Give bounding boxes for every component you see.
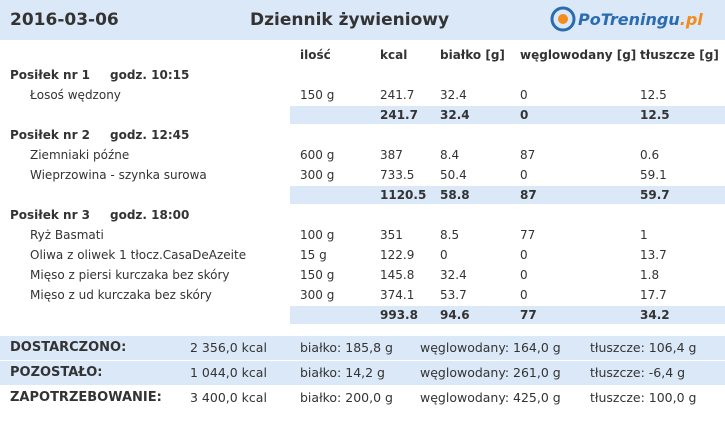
meal-total: 241.7 bbox=[380, 108, 418, 122]
food-value: 0 bbox=[520, 248, 528, 262]
meal-total: 12.5 bbox=[640, 108, 670, 122]
food-value: 351 bbox=[380, 228, 403, 242]
summary-value: 3 400,0 kcal bbox=[190, 390, 267, 405]
food-value: 17.7 bbox=[640, 288, 667, 302]
totals-band bbox=[290, 106, 725, 124]
summary-label: DOSTARCZONO: bbox=[10, 340, 127, 355]
food-value: 1 bbox=[640, 228, 648, 242]
header-band bbox=[0, 0, 725, 40]
food-value: 0 bbox=[440, 248, 448, 262]
summary-value: węglowodany: 164,0 g bbox=[420, 340, 561, 355]
column-header: białko [g] bbox=[440, 48, 505, 62]
summary-value: węglowodany: 261,0 g bbox=[420, 365, 561, 380]
food-value: 600 g bbox=[300, 148, 335, 162]
logo: PoTreningu.pl bbox=[578, 9, 703, 31]
food-value: 8.4 bbox=[440, 148, 460, 162]
summary-value: białko: 14,2 g bbox=[300, 365, 385, 380]
food-value: 53.7 bbox=[440, 288, 467, 302]
summary-value: białko: 200,0 g bbox=[300, 390, 393, 405]
summary-value: węglowodany: 425,0 g bbox=[420, 390, 561, 405]
food-value: 0 bbox=[520, 268, 528, 282]
food-value: 387 bbox=[380, 148, 403, 162]
food-name: Ziemniaki późne bbox=[30, 148, 130, 162]
food-value: 300 g bbox=[300, 288, 335, 302]
title: Dziennik żywieniowy bbox=[250, 10, 450, 30]
food-value: 374.1 bbox=[380, 288, 415, 302]
food-value: 241.7 bbox=[380, 88, 415, 102]
food-value: 0 bbox=[520, 168, 528, 182]
meal-time: godz. 10:15 bbox=[110, 68, 190, 82]
totals-band bbox=[290, 186, 725, 204]
food-value: 15 g bbox=[300, 248, 327, 262]
summary-band bbox=[0, 336, 725, 360]
summary-value: białko: 185,8 g bbox=[300, 340, 393, 355]
meal-name: Posiłek nr 2 bbox=[10, 128, 91, 142]
meal-total: 1120.5 bbox=[380, 188, 427, 202]
summary-label: ZAPOTRZEBOWANIE: bbox=[10, 390, 162, 405]
food-value: 150 g bbox=[300, 88, 335, 102]
logo-icon bbox=[550, 6, 576, 32]
meal-name: Posiłek nr 3 bbox=[10, 208, 91, 222]
date: 2016-03-06 bbox=[10, 10, 119, 30]
meal-total: 993.8 bbox=[380, 308, 418, 322]
column-header: ilość bbox=[300, 48, 331, 62]
meal-time: godz. 12:45 bbox=[110, 128, 190, 142]
meal-name: Posiłek nr 1 bbox=[10, 68, 91, 82]
food-value: 8.5 bbox=[440, 228, 460, 242]
meal-total: 77 bbox=[520, 308, 537, 322]
food-name: Oliwa z oliwek 1 tłocz.CasaDeAzeite bbox=[30, 248, 247, 262]
food-value: 0 bbox=[520, 88, 528, 102]
summary-value: tłuszcze: 106,4 g bbox=[590, 340, 697, 355]
meal-total: 34.2 bbox=[640, 308, 670, 322]
column-header: kcal bbox=[380, 48, 408, 62]
food-value: 1.8 bbox=[640, 268, 660, 282]
summary-value: tłuszcze: 100,0 g bbox=[590, 390, 697, 405]
food-name: Ryż Basmati bbox=[30, 228, 104, 242]
food-value: 0.6 bbox=[640, 148, 660, 162]
logo-main: PoTreningu bbox=[578, 10, 680, 29]
food-value: 32.4 bbox=[440, 268, 467, 282]
meal-time: godz. 18:00 bbox=[110, 208, 190, 222]
food-name: Wieprzowina - szynka surowa bbox=[30, 168, 207, 182]
food-value: 100 g bbox=[300, 228, 335, 242]
food-value: 59.1 bbox=[640, 168, 667, 182]
food-value: 13.7 bbox=[640, 248, 667, 262]
food-value: 150 g bbox=[300, 268, 335, 282]
food-name: Mięso z ud kurczaka bez skóry bbox=[30, 288, 212, 302]
column-header: tłuszcze [g] bbox=[640, 48, 719, 62]
meal-total: 59.7 bbox=[640, 188, 670, 202]
meal-total: 94.6 bbox=[440, 308, 470, 322]
meal-total: 32.4 bbox=[440, 108, 470, 122]
food-value: 12.5 bbox=[640, 88, 667, 102]
food-value: 0 bbox=[520, 288, 528, 302]
logo-suffix: .pl bbox=[679, 10, 703, 29]
food-value: 50.4 bbox=[440, 168, 467, 182]
summary-band bbox=[0, 361, 725, 385]
summary-label: POZOSTAŁO: bbox=[10, 365, 103, 380]
meal-total: 87 bbox=[520, 188, 537, 202]
summary-value: 2 356,0 kcal bbox=[190, 340, 267, 355]
totals-band bbox=[290, 306, 725, 324]
summary-value: tłuszcze: -6,4 g bbox=[590, 365, 686, 380]
food-name: Mięso z piersi kurczaka bez skóry bbox=[30, 268, 230, 282]
food-value: 32.4 bbox=[440, 88, 467, 102]
meal-total: 58.8 bbox=[440, 188, 470, 202]
meal-total: 0 bbox=[520, 108, 529, 122]
food-value: 733.5 bbox=[380, 168, 415, 182]
summary-value: 1 044,0 kcal bbox=[190, 365, 267, 380]
food-value: 87 bbox=[520, 148, 536, 162]
column-header: węglowodany [g] bbox=[520, 48, 637, 62]
food-value: 122.9 bbox=[380, 248, 415, 262]
food-value: 77 bbox=[520, 228, 536, 242]
food-value: 300 g bbox=[300, 168, 335, 182]
food-value: 145.8 bbox=[380, 268, 415, 282]
food-name: Łosoś wędzony bbox=[30, 88, 121, 102]
